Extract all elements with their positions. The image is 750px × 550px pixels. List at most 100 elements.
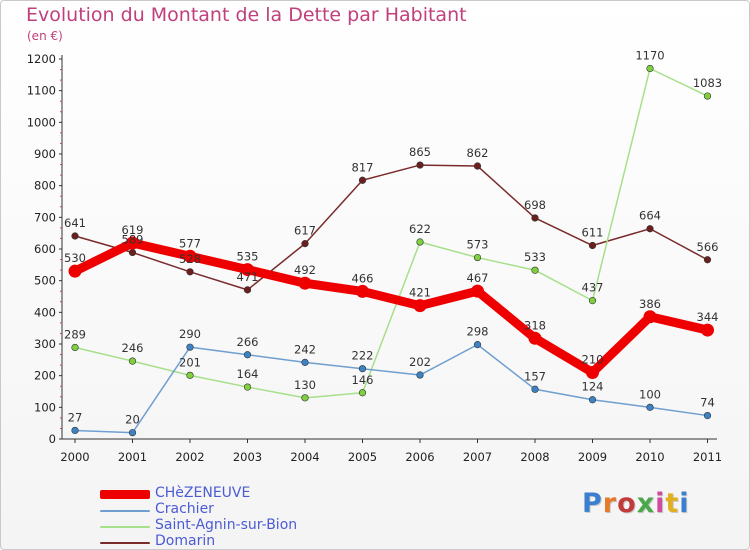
series-line — [74, 343, 709, 434]
data-label: 146 — [352, 373, 374, 387]
data-point — [128, 357, 137, 365]
data-point — [186, 343, 194, 351]
data-point — [301, 358, 309, 366]
data-label: 617 — [294, 224, 316, 238]
x-tick-label: 2006 — [405, 450, 434, 464]
x-tick-label: 2007 — [463, 450, 492, 464]
data-point — [186, 371, 194, 379]
x-tick-label: 2011 — [693, 450, 722, 464]
data-point — [71, 426, 79, 435]
legend-item: CHèZENEUVE — [100, 485, 400, 502]
legend-label: CHèZENEUVE — [155, 485, 251, 501]
data-label: 437 — [582, 281, 604, 295]
x-tick-label: 2009 — [578, 450, 607, 464]
data-point — [358, 389, 367, 397]
chart-data-labels: 641 589 528 471 617 817 865 862 698 611 664 566 289 2… — [64, 49, 722, 427]
data-label: 566 — [697, 240, 719, 254]
data-label: 467 — [467, 271, 489, 285]
data-label: 344 — [697, 310, 719, 324]
legend-item: Domarin — [100, 533, 400, 550]
data-label: 471 — [237, 270, 259, 284]
data-label: 210 — [582, 353, 604, 367]
logo-letter: x — [636, 488, 656, 519]
x-tick-label: 2004 — [290, 450, 319, 464]
data-point — [473, 162, 482, 170]
logo-letter: i — [679, 488, 690, 519]
data-label: 535 — [237, 250, 259, 264]
legend-swatch — [100, 542, 150, 544]
data-point — [528, 331, 542, 345]
data-label: 124 — [582, 380, 604, 394]
legend-swatch — [100, 526, 150, 528]
data-label: 611 — [582, 226, 604, 240]
data-label: 20 — [125, 413, 140, 427]
data-point — [301, 240, 309, 248]
x-tick-label: 2005 — [348, 450, 377, 464]
data-label: 1083 — [693, 76, 722, 90]
data-label: 1170 — [635, 49, 664, 63]
data-label: 641 — [64, 216, 86, 230]
data-label: 619 — [122, 223, 144, 237]
legend-item: Crachier — [100, 501, 400, 518]
data-point — [531, 214, 539, 222]
data-label: 421 — [409, 286, 431, 300]
data-label: 817 — [352, 160, 374, 174]
logo-letter: r — [602, 488, 618, 519]
data-point — [701, 323, 714, 337]
data-label: 530 — [64, 251, 86, 265]
data-label: 589 — [122, 232, 144, 246]
data-label: 528 — [179, 252, 201, 266]
x-tick-label: 2001 — [118, 450, 147, 464]
data-point — [646, 403, 654, 411]
data-point — [531, 266, 539, 274]
data-point — [243, 286, 252, 294]
data-label: 865 — [409, 145, 431, 159]
data-point — [128, 429, 137, 437]
data-label: 246 — [122, 341, 144, 355]
legend-label: Domarin — [155, 533, 216, 549]
data-point — [471, 284, 484, 298]
data-point — [416, 161, 424, 169]
data-point — [186, 268, 194, 276]
data-point — [301, 394, 309, 402]
data-point — [241, 263, 254, 277]
legend-swatch — [100, 490, 150, 499]
data-label: 201 — [179, 355, 201, 369]
data-label: 164 — [237, 367, 259, 381]
series-ch-zeneuve — [68, 236, 714, 379]
y-tick-label: 0 — [49, 432, 56, 446]
legend-label: Crachier — [155, 501, 214, 517]
data-point — [71, 343, 79, 352]
data-label: 318 — [524, 318, 546, 332]
data-point — [416, 371, 424, 379]
data-label: 577 — [179, 236, 201, 250]
y-tick-label: 900 — [34, 147, 56, 161]
x-tick-label: 2010 — [635, 450, 664, 464]
chart-subtitle: (en €) — [27, 29, 63, 43]
data-point — [646, 225, 654, 233]
x-tick-label: 2002 — [175, 450, 204, 464]
data-label: 202 — [409, 355, 431, 369]
series-crachier — [71, 341, 712, 437]
data-label: 573 — [467, 238, 489, 252]
data-label: 533 — [524, 250, 546, 264]
data-label: 290 — [179, 327, 201, 341]
data-point — [586, 366, 599, 379]
data-point — [588, 241, 597, 250]
data-label: 492 — [294, 263, 316, 277]
data-point — [703, 256, 712, 264]
data-point — [356, 284, 369, 298]
y-tick-label: 1100 — [27, 84, 56, 98]
chart-series — [68, 64, 714, 437]
legend-label: Saint-Agnin-sur-Bion — [155, 517, 298, 533]
data-label: 862 — [467, 146, 489, 160]
y-tick-label: 200 — [34, 369, 56, 383]
data-label: 222 — [352, 349, 374, 363]
data-point — [703, 92, 712, 100]
data-label: 266 — [237, 335, 259, 349]
y-tick-label: 400 — [34, 305, 56, 319]
data-point — [588, 297, 597, 305]
data-label: 27 — [68, 410, 83, 424]
data-label: 622 — [409, 222, 431, 236]
